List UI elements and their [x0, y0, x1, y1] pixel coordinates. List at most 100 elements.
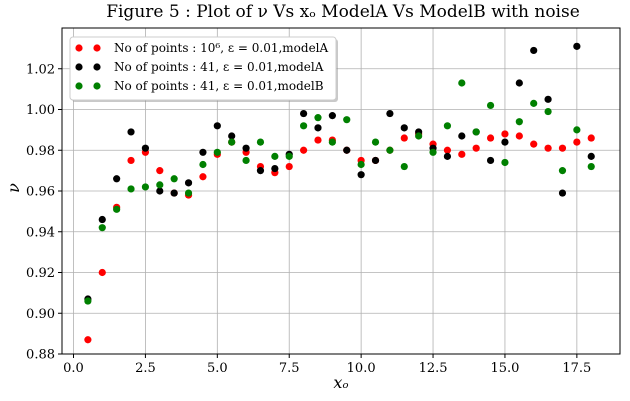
data-point — [558, 167, 567, 175]
data-point — [156, 167, 164, 175]
data-point — [544, 95, 552, 103]
data-point — [544, 144, 552, 152]
data-point — [314, 114, 322, 122]
data-point — [515, 79, 523, 87]
legend-box — [69, 36, 337, 101]
data-point — [256, 167, 265, 175]
chart-title: Figure 5 : Plot of ν Vs xₒ ModelA Vs Mod… — [106, 2, 580, 22]
y-tick-label: 0.96 — [26, 185, 55, 200]
data-point — [328, 112, 336, 120]
data-point — [256, 138, 265, 146]
data-point — [400, 124, 408, 132]
legend-items: No of points : 10⁶, ε = 0.01,modelA No of… — [75, 41, 329, 93]
x-tick-label: 7.5 — [279, 361, 300, 376]
y-tick-label: 0.98 — [26, 144, 55, 159]
y-tick-label: 0.90 — [26, 307, 55, 322]
data-point — [486, 101, 495, 110]
legend-marker — [75, 82, 83, 90]
data-point — [343, 146, 351, 154]
data-point — [184, 179, 193, 187]
data-point — [271, 164, 279, 173]
legend-marker — [75, 44, 83, 52]
data-point — [558, 144, 567, 152]
data-point — [587, 152, 595, 160]
data-points — [84, 42, 595, 344]
data-point — [530, 140, 538, 148]
data-point — [458, 150, 466, 158]
x-tick-label: 12.5 — [419, 361, 448, 376]
data-point — [515, 132, 523, 140]
y-tick-label: 0.88 — [26, 348, 55, 363]
data-point — [84, 336, 92, 344]
data-point — [429, 148, 437, 156]
data-point — [98, 268, 106, 277]
data-point — [113, 205, 121, 213]
data-point — [285, 152, 293, 160]
legend-marker — [75, 63, 83, 71]
data-point — [127, 128, 135, 136]
data-point — [515, 118, 523, 126]
data-point — [415, 132, 423, 140]
data-point — [501, 138, 509, 146]
legend-label: No of points : 41, ε = 0.01,modelB — [114, 79, 324, 93]
x-tick-label: 15.0 — [490, 361, 519, 376]
data-point — [113, 175, 121, 183]
data-point — [314, 136, 322, 144]
legend-label: No of points : 41, ε = 0.01,modelA — [114, 60, 324, 74]
data-point — [357, 160, 365, 169]
x-tick-label: 0.0 — [63, 361, 84, 376]
legend: No of points : 10⁶, ε = 0.01,modelA No of… — [69, 36, 338, 102]
legend-marker — [93, 44, 101, 52]
data-point — [141, 144, 150, 152]
y-axis-label: ν — [4, 183, 23, 193]
series-3 — [84, 79, 595, 305]
data-point — [84, 297, 92, 305]
data-point — [242, 156, 250, 165]
legend-marker — [93, 63, 101, 71]
data-point — [371, 138, 380, 146]
data-point — [573, 42, 581, 50]
x-axis-ticks: 0.0 2.5 5.0 7.5 10.0 12.5 15.0 17.5 — [63, 354, 591, 376]
data-point — [486, 134, 495, 142]
data-point — [558, 189, 567, 197]
data-point — [242, 144, 250, 152]
data-point — [228, 132, 236, 140]
data-point — [127, 185, 135, 193]
series-1 — [84, 130, 595, 344]
y-tick-label: 1.00 — [26, 103, 55, 118]
grid — [62, 28, 620, 355]
data-point — [300, 122, 308, 130]
data-point — [300, 109, 308, 118]
x-tick-label: 5.0 — [207, 361, 228, 376]
legend-label: No of points : 10⁶, ε = 0.01,modelA — [114, 41, 329, 55]
plot-frame — [61, 27, 621, 355]
data-point — [271, 152, 279, 160]
data-point — [228, 138, 236, 146]
y-tick-label: 0.92 — [26, 266, 55, 281]
x-tick-label: 2.5 — [135, 361, 156, 376]
data-point — [400, 162, 408, 171]
data-point — [213, 122, 221, 130]
data-point — [400, 134, 408, 142]
data-point — [127, 156, 135, 165]
data-point — [199, 160, 207, 169]
data-point — [486, 156, 495, 165]
data-point — [98, 224, 106, 232]
data-point — [184, 189, 193, 197]
data-point — [443, 146, 452, 154]
data-point — [199, 148, 207, 156]
data-point — [530, 46, 538, 55]
data-point — [98, 215, 106, 224]
data-point — [573, 126, 581, 134]
data-point — [587, 162, 595, 171]
data-point — [443, 122, 452, 130]
data-point — [472, 128, 480, 136]
data-point — [213, 148, 221, 156]
data-point — [141, 183, 150, 191]
data-point — [386, 109, 394, 118]
x-tick-label: 17.5 — [562, 361, 591, 376]
y-axis-ticks: 0.88 0.90 0.92 0.94 0.96 0.98 1.00 1.02 — [26, 62, 62, 363]
legend-marker — [93, 82, 101, 90]
data-point — [386, 146, 394, 154]
